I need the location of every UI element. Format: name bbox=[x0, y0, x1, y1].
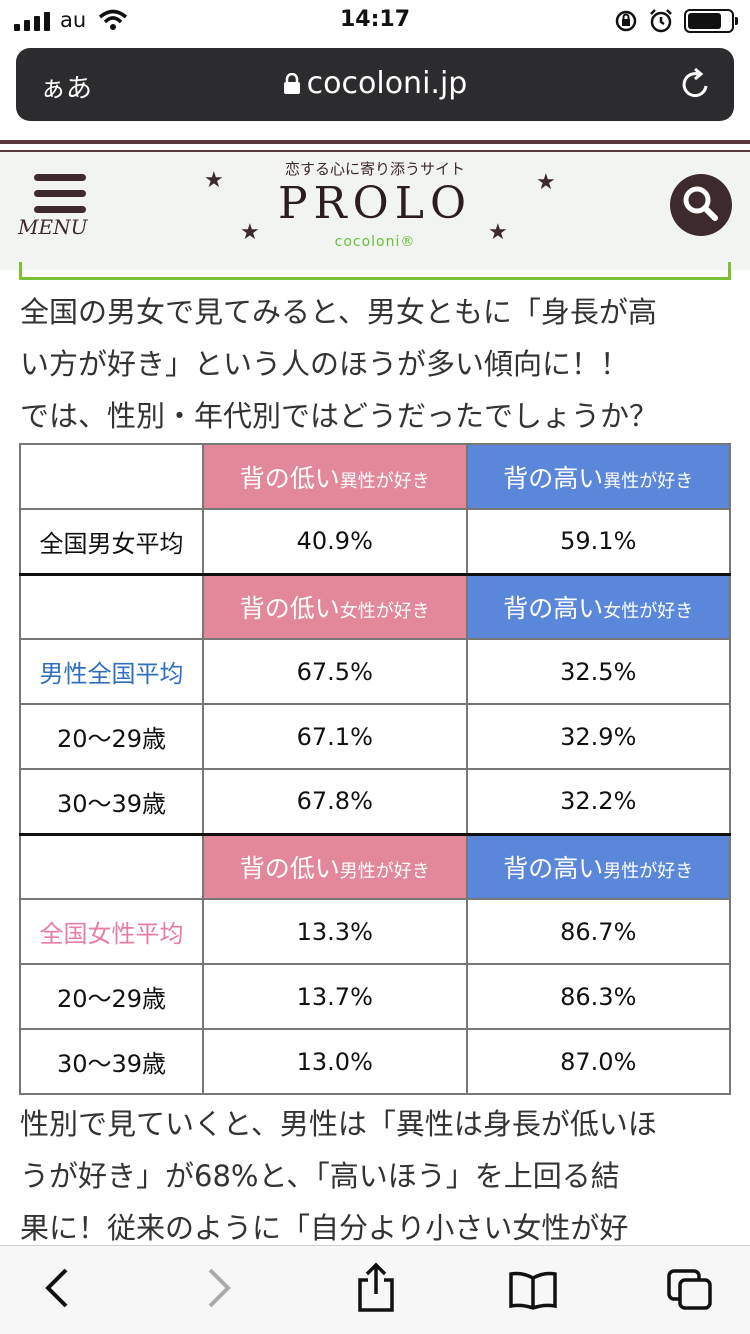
star-icon: ★ bbox=[240, 220, 260, 245]
text-line: 性別で見ていくと、男性は「異性は身長が低いほ bbox=[20, 1107, 657, 1141]
table-header-row: 背の低い異性が好き 背の高い異性が好き bbox=[19, 443, 731, 510]
wifi-icon bbox=[98, 9, 128, 30]
menu-label[interactable]: MENU bbox=[18, 215, 88, 239]
site-header: MENU 恋する心に寄り添うサイト PROLO cocoloni® ★ ★ ★ … bbox=[0, 140, 750, 270]
text-line: うが好き」が68%と、「高いほう」を上回る結 bbox=[20, 1159, 620, 1193]
search-button[interactable] bbox=[670, 174, 732, 236]
signal-icon bbox=[14, 12, 50, 31]
tabs-icon[interactable] bbox=[666, 1268, 714, 1312]
header-high: 背の高い男性が好き bbox=[465, 832, 731, 900]
menu-icon[interactable] bbox=[34, 174, 86, 222]
table-row: 男性全国平均 67.5% 32.5% bbox=[19, 638, 731, 705]
back-icon[interactable] bbox=[42, 1266, 72, 1310]
star-icon: ★ bbox=[204, 168, 224, 193]
article-body: 性別で見ていくと、男性は「異性は身長が低いほ うが好き」が68%と、「高いほう」… bbox=[20, 1098, 740, 1254]
url-text: cocoloni.jp bbox=[306, 66, 468, 101]
url-field[interactable]: cocoloni.jp bbox=[16, 66, 734, 101]
search-icon bbox=[683, 186, 718, 221]
header-high: 背の高い異性が好き bbox=[465, 443, 731, 510]
height-preference-table: 背の低い異性が好き 背の高い異性が好き 全国男女平均 40.9% 59.1% 背… bbox=[19, 443, 731, 1095]
site-logo[interactable]: PROLO bbox=[277, 178, 473, 229]
header-high: 背の高い女性が好き bbox=[465, 572, 731, 640]
clock: 14:17 bbox=[339, 7, 411, 32]
text-line: 果に！従来のように「自分より小さい女性が好 bbox=[20, 1211, 629, 1245]
star-icon: ★ bbox=[536, 170, 556, 195]
article-intro: 全国の男女で見てみると、男女ともに「身長が高 い方が好き」という人のほうが多い傾… bbox=[20, 286, 740, 442]
table-row: 30〜39歳 13.0% 87.0% bbox=[19, 1028, 731, 1095]
text-line: い方が好き」という人のほうが多い傾向に！！ bbox=[20, 347, 630, 381]
lock-icon bbox=[283, 72, 300, 94]
alarm-icon bbox=[650, 9, 672, 33]
address-bar[interactable]: ぁあ cocoloni.jp bbox=[16, 48, 734, 121]
text-size-button[interactable]: ぁあ bbox=[40, 74, 93, 104]
table-row: 全国女性平均 13.3% 86.7% bbox=[19, 898, 731, 965]
content-frame-edge bbox=[19, 262, 731, 280]
site-sublogo: cocoloni® bbox=[334, 234, 416, 250]
table-row: 20〜29歳 13.7% 86.3% bbox=[19, 963, 731, 1030]
browser-toolbar bbox=[0, 1245, 750, 1334]
table-row: 全国男女平均 40.9% 59.1% bbox=[19, 508, 731, 575]
text-line: 全国の男女で見てみると、男女ともに「身長が高 bbox=[20, 295, 657, 329]
header-low: 背の低い異性が好き bbox=[202, 443, 468, 510]
reload-icon[interactable] bbox=[678, 66, 712, 102]
header-low: 背の低い女性が好き bbox=[202, 572, 468, 640]
header-low: 背の低い男性が好き bbox=[202, 832, 468, 900]
bookmarks-icon[interactable] bbox=[508, 1270, 558, 1310]
site-tagline: 恋する心に寄り添うサイト bbox=[284, 160, 465, 178]
share-icon[interactable] bbox=[355, 1262, 397, 1314]
star-icon: ★ bbox=[488, 220, 508, 245]
header-stripe bbox=[0, 140, 750, 152]
orientation-lock-icon bbox=[615, 10, 637, 32]
table-row: 20〜29歳 67.1% 32.9% bbox=[19, 703, 731, 770]
text-line: では、性別・年代別ではどうだったでしょうか？ bbox=[20, 399, 659, 433]
status-bar: au 14:17 bbox=[0, 0, 750, 40]
battery-icon bbox=[684, 9, 738, 33]
forward-icon[interactable] bbox=[204, 1266, 234, 1310]
carrier-label: au bbox=[60, 8, 87, 32]
table-header-row: 背の低い男性が好き 背の高い男性が好き bbox=[19, 832, 731, 900]
table-row: 30〜39歳 67.8% 32.2% bbox=[19, 768, 731, 835]
table-header-row: 背の低い女性が好き 背の高い女性が好き bbox=[19, 572, 731, 640]
